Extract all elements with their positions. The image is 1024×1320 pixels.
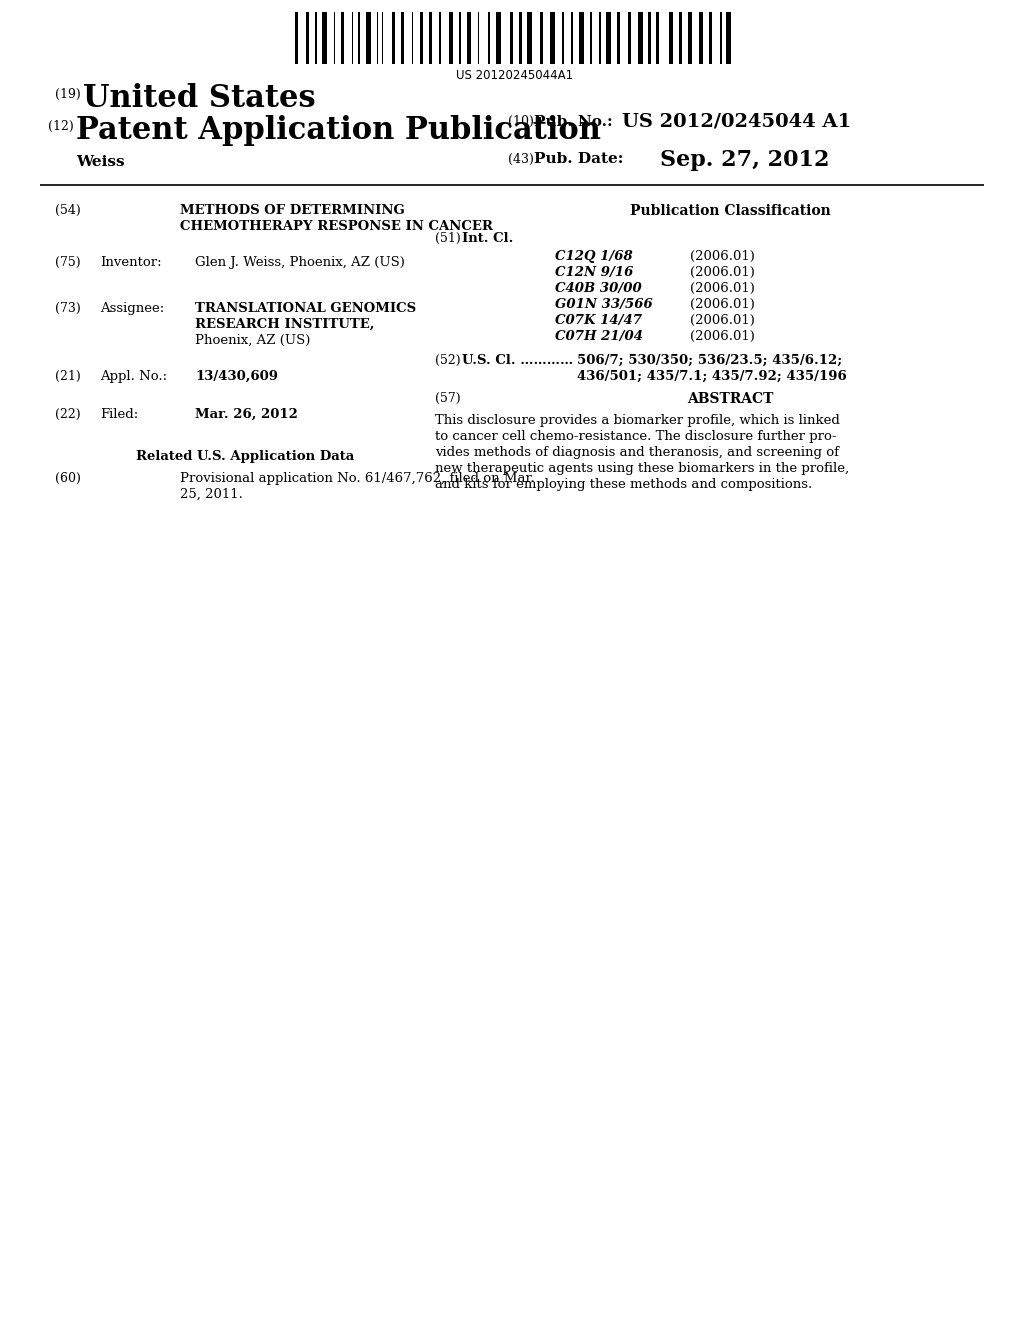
Text: C40B 30/00: C40B 30/00	[555, 282, 642, 294]
Bar	[669, 12, 673, 63]
Bar	[638, 12, 643, 63]
Bar	[510, 12, 513, 63]
Text: (2006.01): (2006.01)	[690, 314, 755, 327]
Text: Glen J. Weiss, Phoenix, AZ (US): Glen J. Weiss, Phoenix, AZ (US)	[195, 256, 404, 269]
Bar	[590, 12, 592, 63]
Text: 25, 2011.: 25, 2011.	[180, 488, 243, 502]
Bar	[322, 12, 327, 63]
Text: (51): (51)	[435, 232, 461, 246]
Bar	[439, 12, 441, 63]
Text: (73): (73)	[55, 302, 81, 315]
Text: G01N 33/566: G01N 33/566	[555, 298, 652, 312]
Text: Publication Classification: Publication Classification	[630, 205, 830, 218]
Bar	[429, 12, 432, 63]
Text: (19): (19)	[55, 88, 81, 102]
Text: C07K 14/47: C07K 14/47	[555, 314, 642, 327]
Text: (22): (22)	[55, 408, 81, 421]
Bar	[392, 12, 395, 63]
Text: This disclosure provides a biomarker profile, which is linked: This disclosure provides a biomarker pro…	[435, 414, 840, 426]
Text: Sep. 27, 2012: Sep. 27, 2012	[660, 149, 829, 172]
Bar	[420, 12, 423, 63]
Bar	[648, 12, 651, 63]
Text: Phoenix, AZ (US): Phoenix, AZ (US)	[195, 334, 310, 347]
Text: United States: United States	[83, 83, 315, 114]
Text: Assignee:: Assignee:	[100, 302, 164, 315]
Text: U.S. Cl. …………: U.S. Cl. …………	[462, 354, 578, 367]
Bar	[449, 12, 453, 63]
Bar	[527, 12, 532, 63]
Text: Pub. Date:: Pub. Date:	[534, 152, 624, 166]
Bar	[579, 12, 584, 63]
Text: new therapeutic agents using these biomarkers in the profile,: new therapeutic agents using these bioma…	[435, 462, 849, 475]
Text: vides methods of diagnosis and theranosis, and screening of: vides methods of diagnosis and theranosi…	[435, 446, 839, 459]
Text: Patent Application Publication: Patent Application Publication	[76, 115, 601, 147]
Text: (60): (60)	[55, 473, 81, 484]
Text: US 20120245044A1: US 20120245044A1	[457, 69, 573, 82]
Bar	[519, 12, 522, 63]
Text: TRANSLATIONAL GENOMICS: TRANSLATIONAL GENOMICS	[195, 302, 416, 315]
Text: ABSTRACT: ABSTRACT	[687, 392, 773, 407]
Bar	[358, 12, 360, 63]
Text: Weiss: Weiss	[76, 154, 125, 169]
Bar	[401, 12, 404, 63]
Bar	[617, 12, 620, 63]
Bar	[550, 12, 555, 63]
Text: (75): (75)	[55, 256, 81, 269]
Bar	[656, 12, 659, 63]
Text: Inventor:: Inventor:	[100, 256, 162, 269]
Text: (21): (21)	[55, 370, 81, 383]
Bar	[562, 12, 564, 63]
Text: Filed:: Filed:	[100, 408, 138, 421]
Text: (2006.01): (2006.01)	[690, 267, 755, 279]
Text: 436/501; 435/7.1; 435/7.92; 435/196: 436/501; 435/7.1; 435/7.92; 435/196	[577, 370, 847, 383]
Text: RESEARCH INSTITUTE,: RESEARCH INSTITUTE,	[195, 318, 375, 331]
Text: Int. Cl.: Int. Cl.	[462, 232, 513, 246]
Bar	[726, 12, 731, 63]
Bar	[366, 12, 371, 63]
Bar	[540, 12, 543, 63]
Text: (2006.01): (2006.01)	[690, 282, 755, 294]
Text: to cancer cell chemo-resistance. The disclosure further pro-: to cancer cell chemo-resistance. The dis…	[435, 430, 837, 444]
Bar	[315, 12, 317, 63]
Bar	[488, 12, 490, 63]
Bar	[467, 12, 471, 63]
Text: and kits for employing these methods and compositions.: and kits for employing these methods and…	[435, 478, 812, 491]
Text: METHODS OF DETERMINING: METHODS OF DETERMINING	[180, 205, 404, 216]
Bar	[679, 12, 682, 63]
Text: (10): (10)	[508, 115, 534, 128]
Text: US 2012/0245044 A1: US 2012/0245044 A1	[622, 114, 851, 131]
Text: Mar. 26, 2012: Mar. 26, 2012	[195, 408, 298, 421]
Bar	[606, 12, 611, 63]
Bar	[341, 12, 344, 63]
Text: C12N 9/16: C12N 9/16	[555, 267, 634, 279]
Bar	[599, 12, 601, 63]
Text: (2006.01): (2006.01)	[690, 298, 755, 312]
Text: 506/7; 530/350; 536/23.5; 435/6.12;: 506/7; 530/350; 536/23.5; 435/6.12;	[577, 354, 843, 367]
Text: (54): (54)	[55, 205, 81, 216]
Text: Appl. No.:: Appl. No.:	[100, 370, 167, 383]
Text: (52): (52)	[435, 354, 461, 367]
Text: 13/430,609: 13/430,609	[195, 370, 278, 383]
Text: (57): (57)	[435, 392, 461, 405]
Bar	[628, 12, 631, 63]
Text: (43): (43)	[508, 153, 534, 166]
Text: Provisional application No. 61/467,762, filed on Mar.: Provisional application No. 61/467,762, …	[180, 473, 535, 484]
Text: C07H 21/04: C07H 21/04	[555, 330, 643, 343]
Text: C12Q 1/68: C12Q 1/68	[555, 249, 633, 263]
Text: Pub. No.:: Pub. No.:	[534, 115, 612, 129]
Bar	[496, 12, 501, 63]
Bar	[295, 12, 298, 63]
Bar	[688, 12, 692, 63]
Bar	[709, 12, 712, 63]
Text: (2006.01): (2006.01)	[690, 330, 755, 343]
Bar	[571, 12, 573, 63]
Bar	[720, 12, 722, 63]
Text: CHEMOTHERAPY RESPONSE IN CANCER: CHEMOTHERAPY RESPONSE IN CANCER	[180, 220, 493, 234]
Text: (2006.01): (2006.01)	[690, 249, 755, 263]
Bar	[306, 12, 309, 63]
Bar	[459, 12, 461, 63]
Text: (12): (12)	[48, 120, 74, 133]
Text: Related U.S. Application Data: Related U.S. Application Data	[136, 450, 354, 463]
Bar	[699, 12, 703, 63]
